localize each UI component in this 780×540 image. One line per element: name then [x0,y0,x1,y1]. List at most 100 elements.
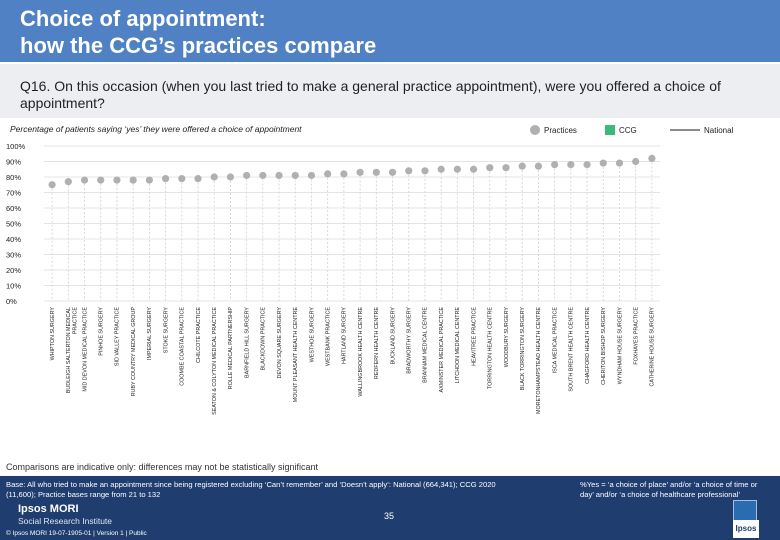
practice-point [275,171,283,180]
practice-point [113,176,121,184]
practice-point [372,168,380,176]
x-tick-label: WESTBANK PRACTICE [325,307,331,366]
practice-point [307,171,316,180]
legend-national: National [670,124,733,136]
brand-name: Ipsos MORI [18,503,79,515]
legend-ccg: CCG [605,124,637,136]
practice-point [486,164,494,172]
practice-point [648,154,656,162]
x-tick-label: AXMINSTER MEDICAL PRACTICE [439,307,445,393]
practice-point [259,171,267,180]
practice-point [405,167,413,175]
y-tick-label: 60% [6,204,21,213]
x-tick-label: WHIPTON SURGERY [50,307,56,361]
x-tick-label: STOKE SURGERY [163,307,169,354]
base-text: Base: All who tried to make an appointme… [6,480,496,499]
x-tick-label: HEAVITREE PRACTICE [471,307,477,366]
x-tick-label: MOUNT PLEASANT HEALTH CENTRE [293,307,299,403]
practice-point [145,176,153,184]
x-tick-label: DEVON SQUARE SURGERY [277,307,283,379]
x-tick-label: BUCKLAND SURGERY [390,307,396,365]
chart-legend: Practices CCG National [530,124,775,136]
practice-point [64,178,72,186]
caveat-text: Comparisons are indicative only: differe… [6,462,318,472]
header-bar [0,0,780,62]
practice-point [599,159,607,167]
x-tick-label: WESTHOE SURGERY [309,307,315,363]
practice-point [80,176,89,184]
legend-practices-swatch [530,125,540,135]
y-tick-label: 100% [6,142,26,151]
practice-point [178,174,186,183]
question-text: Q16. On this occasion (when you last tri… [20,78,721,111]
y-tick-label: 50% [6,220,21,229]
x-tick-label: WYNDHAM HOUSE SURGERY [617,307,623,385]
x-tick-label: ISCA MEDICAL PRACTICE [552,307,558,374]
practice-point [97,176,105,184]
x-tick-label: PINHOE SURGERY [99,307,105,356]
x-tick-label: CHERITON BISHOP SURGERY [601,307,607,385]
x-tick-label: WALLINGBROOK HEALTH CENTRE [358,307,364,397]
practice-point [340,170,348,178]
legend-national-swatch [670,129,700,131]
x-tick-label: BRADWORTHY SURGERY [407,307,413,374]
practice-point [534,162,543,170]
legend-national-label: National [704,125,734,135]
x-tick-label: BUDLEIGH SALTERTON MEDICALPRACTICE [66,307,78,394]
question-band [0,64,780,118]
x-tick-label: REDFERN HEALTH CENTRE [374,307,380,379]
page-title: Choice of appointment: how the CCG’s pra… [20,6,377,58]
x-tick-label: CHAGFORD HEALTH CENTRE [585,307,591,384]
x-tick-label: SID VALLEY PRACTICE [115,307,121,367]
y-tick-label: 20% [6,266,21,275]
practice-point [161,174,170,183]
ipsos-logo: Ipsos [733,520,759,538]
practice-point [210,173,218,181]
practice-point [632,157,640,166]
legend-practices: Practices [530,124,577,136]
x-tick-label: SOUTH BRENT HEALTH CENTRE [569,307,575,392]
x-tick-label: BLACK TORRINGTON SURGERY [520,307,526,391]
y-tick-label: 0% [6,297,17,306]
y-tick-label: 40% [6,235,21,244]
legend-ccg-label: CCG [619,125,637,135]
x-tick-label: CATHERINE HOUSE SURGERY [650,307,656,387]
x-tick-label: MORETONHAMPSTEAD HEALTH CENTRE [536,307,542,414]
practice-point [291,171,299,180]
x-tick-label: WOODBURY SURGERY [504,307,510,368]
x-tick-label: ROLLE MEDICAL PARTNERSHIP [228,307,234,390]
y-tick-label: 80% [6,173,21,182]
chart-subtitle: Percentage of patients saying ‘yes’ they… [10,124,302,134]
practice-point [388,168,397,176]
practice-point [129,176,137,184]
y-tick-label: 90% [6,158,21,167]
practice-point [421,167,429,175]
y-tick-label: 10% [6,282,21,291]
x-tick-label: BRANNAM MEDICAL CENTRE [423,307,429,383]
legend-ccg-swatch [605,125,615,135]
legend-practices-label: Practices [544,125,577,135]
x-tick-label: IMPERIAL SURGERY [147,307,153,360]
legal-text: © Ipsos MORI 19-07-1905-01 | Version 1 |… [6,530,147,537]
practice-point [356,168,364,176]
practice-point [567,161,575,169]
logo-mark-icon [733,500,757,522]
practice-point [469,165,478,173]
practice-point [194,174,202,183]
x-tick-label: CHILCOTE PRACTICE [196,307,202,363]
practice-point [453,165,461,173]
footer-bar [0,476,780,540]
page-number: 35 [384,511,395,521]
x-tick-label: FOXHAYES PRACTICE [633,307,639,365]
practice-point [243,171,251,180]
practice-point [518,162,526,170]
brand-subtitle: Social Research Institute [18,516,113,526]
practice-point [48,181,56,189]
practice-comparison-chart: 0% 10% 20% 30% 40% 50% 60% 70% 80% 90% 100% WHIPTON… [6,142,660,415]
x-tick-label: HARTLAND SURGERY [342,307,348,364]
x-tick-label: TORRINGTON HEALTH CENTRE [488,307,494,389]
practice-point [324,170,332,178]
x-tick-label: MID DEVON MEDICAL PRACTICE [82,307,88,392]
x-tick-label: SEATON & COLYTON MEDICAL PRACTICE [212,307,218,415]
practice-point [583,161,591,169]
